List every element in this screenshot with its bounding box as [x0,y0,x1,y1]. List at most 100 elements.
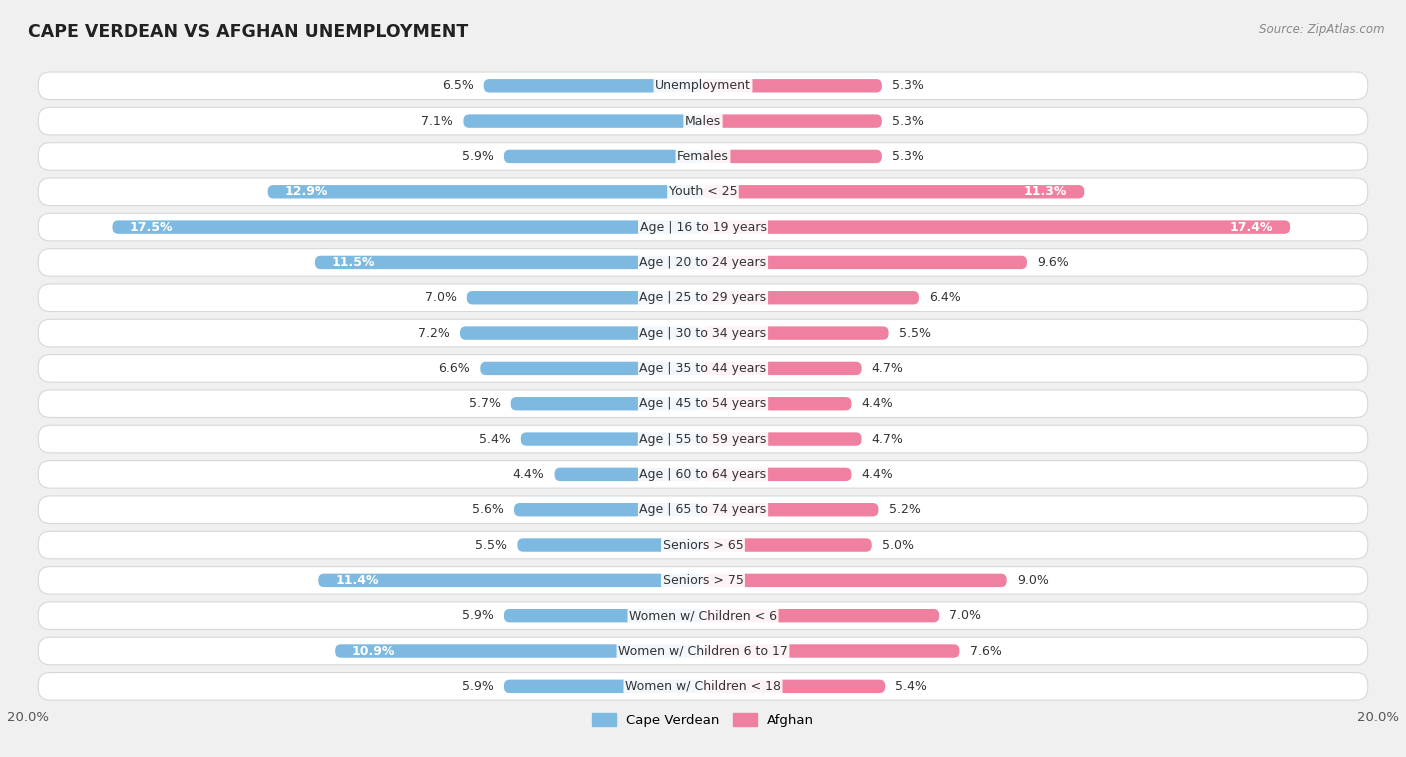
FancyBboxPatch shape [703,609,939,622]
FancyBboxPatch shape [267,185,703,198]
Text: Seniors > 65: Seniors > 65 [662,538,744,552]
FancyBboxPatch shape [503,150,703,164]
FancyBboxPatch shape [503,609,703,622]
FancyBboxPatch shape [38,142,1368,170]
Text: 4.7%: 4.7% [872,362,904,375]
Text: Males: Males [685,114,721,128]
FancyBboxPatch shape [315,256,703,269]
FancyBboxPatch shape [503,680,703,693]
Text: 11.5%: 11.5% [332,256,375,269]
FancyBboxPatch shape [467,291,703,304]
Text: 5.5%: 5.5% [898,326,931,340]
FancyBboxPatch shape [38,460,1368,488]
FancyBboxPatch shape [484,79,703,92]
FancyBboxPatch shape [38,637,1368,665]
Text: Unemployment: Unemployment [655,79,751,92]
FancyBboxPatch shape [38,284,1368,312]
Text: 5.9%: 5.9% [463,680,494,693]
Text: 5.6%: 5.6% [472,503,503,516]
Text: 12.9%: 12.9% [284,185,328,198]
Text: Source: ZipAtlas.com: Source: ZipAtlas.com [1260,23,1385,36]
FancyBboxPatch shape [703,362,862,375]
FancyBboxPatch shape [38,531,1368,559]
Text: 5.5%: 5.5% [475,538,508,552]
Text: 4.4%: 4.4% [862,397,893,410]
Text: 10.9%: 10.9% [352,644,395,658]
Text: 7.0%: 7.0% [949,609,981,622]
Text: 4.4%: 4.4% [862,468,893,481]
FancyBboxPatch shape [703,468,852,481]
FancyBboxPatch shape [703,150,882,164]
FancyBboxPatch shape [38,566,1368,594]
FancyBboxPatch shape [38,602,1368,630]
Text: 4.7%: 4.7% [872,432,904,446]
Text: Age | 16 to 19 years: Age | 16 to 19 years [640,220,766,234]
Text: Women w/ Children < 18: Women w/ Children < 18 [626,680,780,693]
FancyBboxPatch shape [38,496,1368,524]
Text: 7.6%: 7.6% [970,644,1001,658]
FancyBboxPatch shape [703,291,920,304]
FancyBboxPatch shape [703,574,1007,587]
Text: Age | 25 to 29 years: Age | 25 to 29 years [640,291,766,304]
FancyBboxPatch shape [38,107,1368,135]
FancyBboxPatch shape [38,248,1368,276]
Text: Women w/ Children 6 to 17: Women w/ Children 6 to 17 [619,644,787,658]
FancyBboxPatch shape [112,220,703,234]
FancyBboxPatch shape [703,256,1026,269]
FancyBboxPatch shape [703,397,852,410]
FancyBboxPatch shape [510,397,703,410]
Text: 5.3%: 5.3% [891,150,924,163]
FancyBboxPatch shape [38,178,1368,206]
Text: 4.4%: 4.4% [513,468,544,481]
FancyBboxPatch shape [38,354,1368,382]
Text: Age | 55 to 59 years: Age | 55 to 59 years [640,432,766,446]
Text: 17.5%: 17.5% [129,220,173,234]
Text: Seniors > 75: Seniors > 75 [662,574,744,587]
Text: CAPE VERDEAN VS AFGHAN UNEMPLOYMENT: CAPE VERDEAN VS AFGHAN UNEMPLOYMENT [28,23,468,41]
Text: 7.1%: 7.1% [422,114,453,128]
Text: 11.4%: 11.4% [335,574,378,587]
FancyBboxPatch shape [554,468,703,481]
FancyBboxPatch shape [520,432,703,446]
FancyBboxPatch shape [318,574,703,587]
Text: Age | 60 to 64 years: Age | 60 to 64 years [640,468,766,481]
FancyBboxPatch shape [703,503,879,516]
Text: 5.3%: 5.3% [891,79,924,92]
FancyBboxPatch shape [464,114,703,128]
Text: 17.4%: 17.4% [1230,220,1274,234]
Text: 6.6%: 6.6% [439,362,470,375]
FancyBboxPatch shape [703,432,862,446]
FancyBboxPatch shape [703,680,886,693]
Text: 5.9%: 5.9% [463,150,494,163]
Text: 5.7%: 5.7% [468,397,501,410]
FancyBboxPatch shape [38,390,1368,418]
FancyBboxPatch shape [481,362,703,375]
Text: Youth < 25: Youth < 25 [669,185,737,198]
Text: 11.3%: 11.3% [1024,185,1067,198]
Text: 5.2%: 5.2% [889,503,921,516]
Text: Women w/ Children < 6: Women w/ Children < 6 [628,609,778,622]
FancyBboxPatch shape [703,326,889,340]
Text: 5.9%: 5.9% [463,609,494,622]
Text: Females: Females [678,150,728,163]
Text: Age | 20 to 24 years: Age | 20 to 24 years [640,256,766,269]
Text: 5.3%: 5.3% [891,114,924,128]
FancyBboxPatch shape [703,185,1084,198]
FancyBboxPatch shape [38,72,1368,100]
Text: 5.4%: 5.4% [479,432,510,446]
Text: Age | 45 to 54 years: Age | 45 to 54 years [640,397,766,410]
FancyBboxPatch shape [335,644,703,658]
FancyBboxPatch shape [38,319,1368,347]
Text: 6.5%: 6.5% [441,79,474,92]
Text: 5.0%: 5.0% [882,538,914,552]
FancyBboxPatch shape [703,79,882,92]
FancyBboxPatch shape [517,538,703,552]
Text: 9.6%: 9.6% [1038,256,1069,269]
Text: Age | 30 to 34 years: Age | 30 to 34 years [640,326,766,340]
FancyBboxPatch shape [38,672,1368,700]
Legend: Cape Verdean, Afghan: Cape Verdean, Afghan [586,708,820,732]
Text: 7.0%: 7.0% [425,291,457,304]
FancyBboxPatch shape [515,503,703,516]
Text: 7.2%: 7.2% [418,326,450,340]
Text: Age | 65 to 74 years: Age | 65 to 74 years [640,503,766,516]
